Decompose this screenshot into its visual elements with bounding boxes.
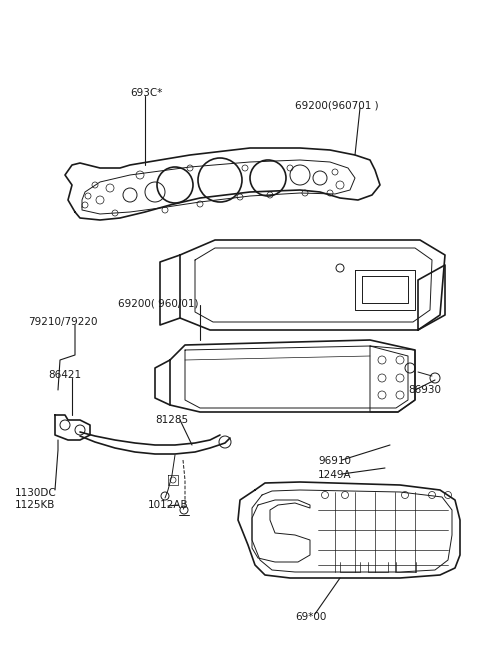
Text: 69*00: 69*00: [295, 612, 326, 622]
Text: 1125KB: 1125KB: [15, 500, 55, 510]
Text: 1012AB: 1012AB: [148, 500, 189, 510]
Text: 86930: 86930: [408, 385, 441, 395]
Text: 1249A: 1249A: [318, 470, 352, 480]
Text: 81285: 81285: [155, 415, 188, 425]
Text: 693C*: 693C*: [130, 88, 162, 98]
Text: 1130DC: 1130DC: [15, 488, 57, 498]
Text: 69200(960701 ): 69200(960701 ): [295, 100, 379, 110]
Text: 79210/79220: 79210/79220: [28, 317, 97, 327]
Text: 69200( 960/01): 69200( 960/01): [118, 298, 199, 308]
Text: 86421: 86421: [48, 370, 81, 380]
Text: 96910: 96910: [318, 456, 351, 466]
